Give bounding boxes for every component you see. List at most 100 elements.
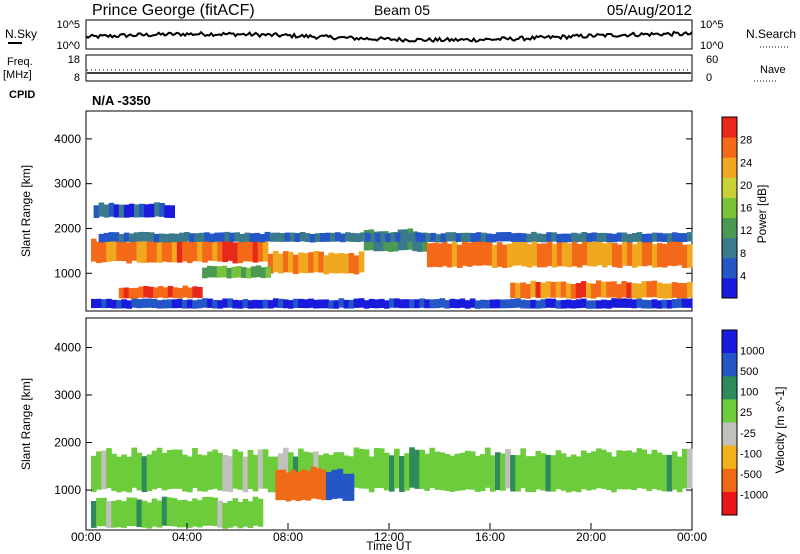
echo-cell bbox=[636, 283, 643, 299]
echo-cell bbox=[227, 456, 233, 493]
echo-cell bbox=[202, 455, 208, 492]
echo-cell bbox=[560, 300, 567, 309]
echo-cell bbox=[601, 449, 607, 489]
echo-cell bbox=[479, 454, 486, 492]
echo-cell bbox=[216, 266, 223, 278]
echo-cell bbox=[174, 233, 180, 243]
echo-cell bbox=[328, 252, 335, 274]
echo-cell bbox=[96, 241, 102, 264]
echo-cell bbox=[420, 233, 427, 243]
echo-cell bbox=[631, 283, 638, 299]
echo-cell bbox=[555, 450, 562, 490]
echo-cell bbox=[405, 232, 411, 242]
echo-cell bbox=[373, 448, 380, 488]
echo-cell bbox=[288, 300, 294, 309]
echo-cell bbox=[466, 242, 473, 267]
echo-cell bbox=[358, 298, 365, 308]
echo-cell bbox=[434, 451, 441, 490]
echo-cell bbox=[622, 240, 628, 266]
echo-cell bbox=[687, 244, 693, 268]
echo-cell bbox=[111, 453, 117, 491]
echo-cell bbox=[681, 449, 688, 489]
echo-cell bbox=[314, 233, 321, 242]
echo-cell bbox=[676, 282, 683, 299]
echo-cell bbox=[571, 232, 577, 242]
y-tick-label: 4000 bbox=[54, 341, 81, 355]
echo-cell bbox=[586, 233, 592, 242]
echo-cell bbox=[212, 299, 218, 309]
echo-cell bbox=[227, 237, 233, 261]
echo-cell bbox=[148, 232, 155, 242]
colorbar-swatch bbox=[722, 376, 737, 400]
power-ylabel: Slant Range [km] bbox=[19, 165, 33, 257]
echo-cell bbox=[536, 243, 543, 268]
echo-cell bbox=[320, 469, 327, 501]
echo-cell bbox=[106, 448, 112, 489]
echo-cell bbox=[143, 232, 150, 242]
echo-cell bbox=[525, 284, 531, 299]
echo-cell bbox=[394, 298, 400, 308]
echo-cell bbox=[580, 281, 587, 298]
echo-cell bbox=[465, 232, 472, 242]
echo-cell bbox=[546, 240, 553, 266]
echo-cell bbox=[506, 243, 513, 268]
echo-cell bbox=[580, 298, 587, 308]
echo-cell bbox=[621, 298, 627, 308]
echo-cell bbox=[192, 237, 198, 262]
echo-cell bbox=[592, 241, 598, 267]
echo-cell bbox=[656, 232, 663, 242]
echo-cell bbox=[219, 232, 225, 242]
echo-cell bbox=[265, 266, 271, 278]
echo-cell bbox=[299, 232, 306, 242]
freq-label: Freq. bbox=[7, 56, 33, 68]
echo-cell bbox=[672, 241, 678, 267]
echo-cell bbox=[486, 240, 493, 266]
colorbar-tick-label: 4 bbox=[740, 270, 746, 282]
echo-cell bbox=[520, 282, 526, 298]
echo-cell bbox=[136, 499, 143, 528]
echo-cell bbox=[101, 450, 107, 490]
echo-cell bbox=[410, 233, 416, 242]
echo-cell bbox=[164, 205, 170, 218]
echo-cell bbox=[596, 300, 602, 309]
echo-cell bbox=[611, 456, 617, 493]
colorbar-swatch bbox=[722, 277, 737, 299]
echo-cell bbox=[535, 451, 542, 490]
echo-cell bbox=[490, 455, 496, 492]
colorbar-tick-label: -100 bbox=[740, 448, 762, 460]
echo-cell bbox=[474, 300, 481, 309]
nave-tick-low: 0 bbox=[706, 72, 712, 84]
echo-cell bbox=[290, 469, 297, 501]
echo-cell bbox=[566, 243, 573, 268]
echo-cell bbox=[476, 240, 483, 266]
echo-cell bbox=[202, 267, 208, 279]
echo-cell bbox=[479, 299, 486, 309]
echo-cell bbox=[388, 232, 394, 252]
y-tick-label: 3000 bbox=[54, 388, 81, 402]
echo-cell bbox=[212, 497, 218, 527]
echo-cell bbox=[671, 232, 678, 242]
echo-cell bbox=[156, 241, 163, 263]
power-panel-frame bbox=[85, 110, 693, 312]
echo-cell bbox=[561, 233, 567, 243]
colorbar-swatch bbox=[722, 257, 737, 279]
colorbar-tick-label: 20 bbox=[740, 180, 752, 192]
echo-cell bbox=[631, 233, 638, 242]
echo-cell bbox=[441, 241, 448, 267]
echo-cell bbox=[637, 241, 643, 267]
echo-cell bbox=[262, 238, 269, 262]
echo-cell bbox=[187, 241, 193, 264]
echo-cell bbox=[318, 251, 324, 273]
echo-cell bbox=[606, 452, 612, 491]
echo-cell bbox=[331, 469, 338, 499]
echo-cell bbox=[126, 497, 132, 526]
echo-cell bbox=[380, 232, 386, 242]
echo-cell bbox=[560, 281, 567, 298]
echo-cell bbox=[485, 233, 492, 243]
echo-cell bbox=[459, 298, 466, 308]
echo-cell bbox=[128, 288, 135, 299]
echo-cell bbox=[575, 299, 582, 309]
echo-cell bbox=[176, 449, 183, 489]
x-tick-label: 08:00 bbox=[273, 530, 303, 544]
echo-cell bbox=[108, 202, 115, 217]
